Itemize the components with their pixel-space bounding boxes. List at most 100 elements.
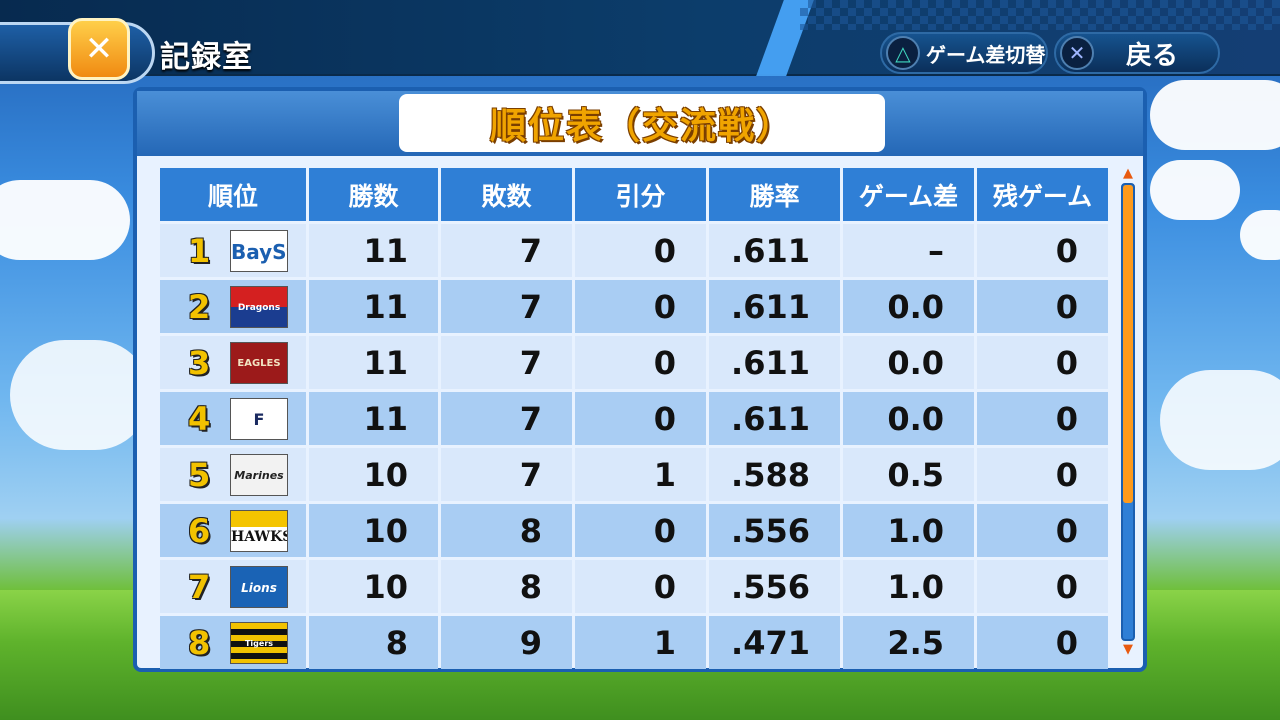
back-label: 戻る — [1126, 40, 1179, 71]
cloud — [1240, 210, 1280, 260]
pct-cell: .611 — [709, 336, 840, 389]
table-row[interactable]: 7 Lions 10 8 0 .556 1.0 0 — [160, 560, 1108, 613]
wins-cell: 8 — [309, 616, 438, 669]
toggle-games-behind-button[interactable]: △ ゲーム差切替 — [880, 32, 1048, 74]
wins-cell: 10 — [309, 560, 438, 613]
table-row[interactable]: 6 HAWKS 10 8 0 .556 1.0 0 — [160, 504, 1108, 557]
cloud — [1160, 370, 1280, 470]
team-logo-fighters: F — [230, 397, 288, 440]
remaining-cell: 0 — [977, 224, 1108, 277]
table-row[interactable]: 1 BayStars 11 7 0 .611 – 0 — [160, 224, 1108, 277]
rank-number: 2 — [188, 287, 211, 326]
table-row[interactable]: 2 Dragons 11 7 0 .611 0.0 0 — [160, 280, 1108, 333]
decor-checker — [800, 0, 1280, 30]
scroll-up-arrow-icon[interactable]: ▲ — [1123, 166, 1133, 181]
draws-cell: 0 — [575, 392, 706, 445]
games-behind-cell: 2.5 — [843, 616, 974, 669]
team-logo-tigers: Tigers — [230, 621, 288, 664]
team-logo-dragons: Dragons — [230, 285, 288, 328]
scrollbar-thumb[interactable] — [1123, 185, 1133, 503]
losses-cell: 7 — [441, 224, 572, 277]
cloud — [1150, 160, 1240, 220]
remaining-cell: 0 — [977, 504, 1108, 557]
toggle-games-behind-label: ゲーム差切替 — [926, 42, 1046, 67]
team-logo-eagles: EAGLES — [230, 341, 288, 384]
table-row[interactable]: 8 Tigers 8 9 1 .471 2.5 0 — [160, 616, 1108, 669]
cloud — [1150, 80, 1280, 150]
draws-cell: 0 — [575, 504, 706, 557]
rank-cell: 1 BayStars — [160, 224, 306, 277]
top-bar: ✕ 記録室 △ ゲーム差切替 ✕ 戻る — [0, 0, 1280, 84]
col-header-wins: 勝数 — [309, 168, 438, 221]
rank-number: 3 — [188, 343, 211, 382]
team-logo-marines: Marines — [230, 453, 288, 496]
remaining-cell: 0 — [977, 560, 1108, 613]
team-logo-lions: Lions — [230, 565, 288, 608]
table-row[interactable]: 5 Marines 10 7 1 .588 0.5 0 — [160, 448, 1108, 501]
cross-button-icon: ✕ — [1060, 36, 1094, 70]
losses-cell: 9 — [441, 616, 572, 669]
rank-cell: 6 HAWKS — [160, 504, 306, 557]
losses-cell: 7 — [441, 280, 572, 333]
losses-cell: 8 — [441, 560, 572, 613]
scrollbar[interactable]: ▲ ▼ — [1119, 167, 1137, 661]
draws-cell: 0 — [575, 560, 706, 613]
rank-cell: 2 Dragons — [160, 280, 306, 333]
remaining-cell: 0 — [977, 392, 1108, 445]
draws-cell: 0 — [575, 224, 706, 277]
wins-cell: 11 — [309, 280, 438, 333]
col-header-games-behind: ゲーム差 — [843, 168, 974, 221]
col-header-rank: 順位 — [160, 168, 306, 221]
cloud — [0, 180, 130, 260]
table-header-row: 順位 勝数 敗数 引分 勝率 ゲーム差 残ゲーム — [160, 168, 1108, 221]
scrollbar-track[interactable] — [1121, 183, 1135, 641]
rank-cell: 7 Lions — [160, 560, 306, 613]
pct-cell: .588 — [709, 448, 840, 501]
rank-number: 7 — [188, 567, 211, 606]
losses-cell: 7 — [441, 336, 572, 389]
games-behind-cell: 1.0 — [843, 504, 974, 557]
games-behind-cell: 1.0 — [843, 560, 974, 613]
draws-cell: 0 — [575, 280, 706, 333]
standings-panel: 順位表（交流戦） 順位 勝数 敗数 引分 勝率 ゲーム差 残ゲーム 1 BaySt… — [133, 87, 1147, 672]
pct-cell: .471 — [709, 616, 840, 669]
wins-cell: 10 — [309, 504, 438, 557]
panel-header: 順位表（交流戦） — [137, 91, 1143, 156]
rank-number: 4 — [188, 399, 211, 438]
remaining-cell: 0 — [977, 336, 1108, 389]
team-logo-baystars: BayStars — [230, 229, 288, 272]
wins-cell: 11 — [309, 224, 438, 277]
draws-cell: 0 — [575, 336, 706, 389]
standings-table: 順位 勝数 敗数 引分 勝率 ゲーム差 残ゲーム 1 BayStars 11 7 … — [157, 165, 1111, 672]
wins-cell: 11 — [309, 392, 438, 445]
losses-cell: 8 — [441, 504, 572, 557]
rank-number: 1 — [188, 231, 211, 270]
table-row[interactable]: 3 EAGLES 11 7 0 .611 0.0 0 — [160, 336, 1108, 389]
draws-cell: 1 — [575, 616, 706, 669]
rank-number: 6 — [188, 511, 211, 550]
rank-cell: 5 Marines — [160, 448, 306, 501]
remaining-cell: 0 — [977, 616, 1108, 669]
col-header-losses: 敗数 — [441, 168, 572, 221]
remaining-cell: 0 — [977, 448, 1108, 501]
baseball-bat-icon: ✕ — [68, 18, 130, 80]
rank-number: 5 — [188, 455, 211, 494]
remaining-cell: 0 — [977, 280, 1108, 333]
games-behind-cell: – — [843, 224, 974, 277]
games-behind-cell: 0.0 — [843, 280, 974, 333]
col-header-draws: 引分 — [575, 168, 706, 221]
wins-cell: 11 — [309, 336, 438, 389]
back-button[interactable]: ✕ 戻る — [1054, 32, 1220, 74]
games-behind-cell: 0.0 — [843, 392, 974, 445]
losses-cell: 7 — [441, 448, 572, 501]
team-logo-hawks: HAWKS — [230, 509, 288, 552]
scroll-down-arrow-icon[interactable]: ▼ — [1123, 642, 1133, 657]
pct-cell: .556 — [709, 504, 840, 557]
games-behind-cell: 0.0 — [843, 336, 974, 389]
losses-cell: 7 — [441, 392, 572, 445]
col-header-remaining: 残ゲーム — [977, 168, 1108, 221]
page-title: 記録室 — [160, 40, 253, 75]
pct-cell: .611 — [709, 392, 840, 445]
